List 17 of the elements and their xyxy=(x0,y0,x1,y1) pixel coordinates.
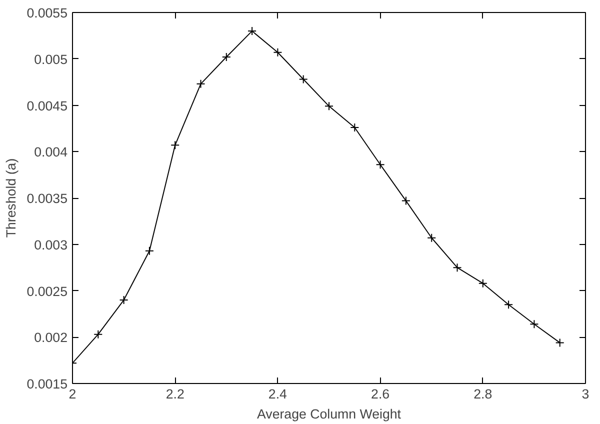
x-tick-label: 2.8 xyxy=(474,386,492,402)
x-tick-label: 2 xyxy=(68,386,76,402)
y-tick-label: 0.0045 xyxy=(26,98,68,114)
y-tick-label: 0.002 xyxy=(34,330,68,346)
x-axis-title: Average Column Weight xyxy=(257,406,402,422)
y-tick-label: 0.004 xyxy=(34,144,68,160)
y-tick-label: 0.0015 xyxy=(26,376,68,392)
x-tick-label: 3 xyxy=(582,386,590,402)
x-tick-label: 2.2 xyxy=(166,386,184,402)
y-tick-label: 0.0025 xyxy=(26,284,68,299)
x-tick-label: 2.6 xyxy=(371,386,390,402)
y-tick-label: 0.0055 xyxy=(26,6,68,20)
y-tick-label: 0.003 xyxy=(34,237,68,252)
y-tick-label: 0.005 xyxy=(34,52,68,67)
y-tick-label: 0.0035 xyxy=(26,191,68,206)
x-tick-label: 2.4 xyxy=(268,386,288,402)
y-axis-title: Threshold (a) xyxy=(4,158,19,238)
